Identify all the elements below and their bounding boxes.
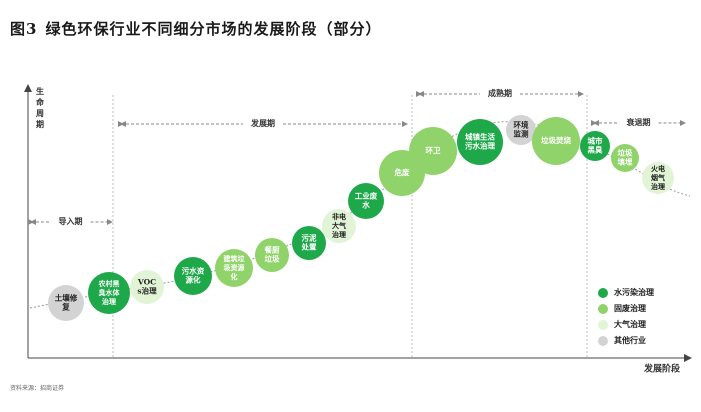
segment-bubble xyxy=(130,270,164,304)
title-text: 绿色环保行业不同细分市场的发展阶段（部分） xyxy=(45,20,382,38)
segment-label: 污泥 xyxy=(302,233,317,243)
stage-label-decline: 衰退期 xyxy=(626,117,651,127)
segment-bubble xyxy=(215,249,253,287)
x-axis-arrow xyxy=(684,354,692,362)
segment-label: 源化 xyxy=(186,275,201,285)
legend-swatch-air xyxy=(598,320,608,330)
segment-bubble xyxy=(409,127,457,175)
segment-bubble xyxy=(532,117,580,165)
segment-label: 污水治理 xyxy=(465,141,495,151)
legend-label-air: 大气治理 xyxy=(614,319,646,329)
y-axis-label-char: 期 xyxy=(36,119,44,129)
stage-arrow-left xyxy=(120,121,126,127)
segment-label: 治理 xyxy=(651,182,665,191)
segment-label: 危废 xyxy=(395,167,410,177)
segment-label: s治理 xyxy=(137,286,157,296)
segment-label: 化 xyxy=(231,272,238,281)
stage-label-growth: 发展期 xyxy=(250,118,275,128)
segment-bubble xyxy=(457,119,503,165)
legend-label-water: 水污染治理 xyxy=(613,287,654,297)
segment-bubble xyxy=(255,238,289,272)
segment-label: 垃圾 xyxy=(618,148,633,158)
segment-bubble xyxy=(48,285,84,321)
segment-label: 环卫 xyxy=(426,146,441,155)
stage-arrow-left xyxy=(593,120,599,126)
segment-bubble xyxy=(322,209,356,243)
y-axis-label-char: 生 xyxy=(36,86,44,96)
segment-bubble xyxy=(348,183,384,219)
segment-label: 工业废 xyxy=(355,191,378,201)
segment-label: 农村黑 xyxy=(98,279,120,288)
segment-label: 臭水体 xyxy=(99,288,121,297)
stage-label-mature: 成熟期 xyxy=(488,88,512,98)
segment-label: 大气 xyxy=(332,221,346,230)
segment-label: 建筑垃 xyxy=(224,254,245,263)
x-axis-label: 发展阶段 xyxy=(643,363,681,375)
segment-label: 土壤修 xyxy=(55,293,78,303)
segment-label: 污水资 xyxy=(182,266,205,276)
segment-bubble xyxy=(580,131,610,161)
segment-label: 治理 xyxy=(102,297,116,306)
segment-label: VOC xyxy=(137,278,156,287)
legend-label-other: 其他行业 xyxy=(614,335,646,345)
segment-label: 复 xyxy=(61,302,70,312)
segment-label: 圾资源 xyxy=(224,263,245,272)
legend-label-solid: 固废治理 xyxy=(614,303,646,313)
legend-swatch-water xyxy=(598,288,608,298)
segment-label: 处置 xyxy=(301,242,317,252)
segment-label: 垃圾焚烧 xyxy=(541,135,571,145)
y-axis-label-char: 命 xyxy=(35,97,45,107)
segment-bubble xyxy=(642,162,674,194)
chart-title: 图3 绿色环保行业不同细分市场的发展阶段（部分） xyxy=(10,18,381,39)
stage-arrow-left xyxy=(418,91,424,97)
legend-swatch-other xyxy=(598,336,608,346)
segment-label: 填埋 xyxy=(618,157,633,167)
segment-label: 水 xyxy=(362,200,370,210)
legend-swatch-solid xyxy=(598,304,608,314)
segment-bubble xyxy=(174,257,212,295)
segment-label: 黑臭 xyxy=(588,145,603,155)
segment-label: 环境 xyxy=(514,120,529,130)
segment-label: 城镇生活 xyxy=(465,132,495,142)
source-note: 资料来源：招商证券 xyxy=(10,385,65,392)
segment-label: 餐厨 xyxy=(264,245,280,255)
stage-arrow-left xyxy=(30,219,36,225)
figure-number: 图3 xyxy=(10,20,38,38)
segment-bubble xyxy=(611,144,639,172)
segment-label: 火电 xyxy=(651,164,665,173)
segment-label: 烟气 xyxy=(651,173,665,182)
y-axis-label-char: 周 xyxy=(36,108,44,118)
segment-label: 非电 xyxy=(332,212,346,221)
segment-bubble xyxy=(292,226,326,260)
segment-bubble xyxy=(88,272,130,314)
segment-label: 城市 xyxy=(588,136,603,146)
segment-label: 监测 xyxy=(514,129,529,139)
y-axis-arrow xyxy=(24,84,32,92)
segment-label: 垃圾 xyxy=(265,254,280,264)
stage-label-intro: 导入期 xyxy=(59,216,83,226)
segment-bubble xyxy=(506,115,536,145)
segment-label: 治理 xyxy=(332,230,346,239)
